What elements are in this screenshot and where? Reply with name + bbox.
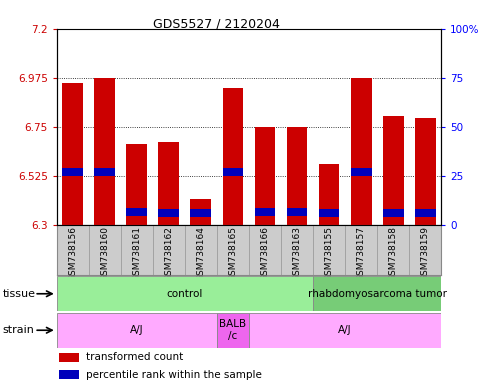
Bar [222,88,244,225]
Bar [57,313,217,348]
Text: GSM738165: GSM738165 [228,226,238,281]
Bar [254,209,276,216]
Text: tissue: tissue [2,289,35,299]
Bar [254,127,276,225]
Bar [94,78,115,225]
Text: percentile rank within the sample: percentile rank within the sample [86,370,262,380]
Bar [126,144,147,225]
Bar [415,118,436,225]
Bar [286,209,308,216]
Bar [217,313,249,348]
Bar [217,225,249,275]
Text: BALB
/c: BALB /c [219,319,246,341]
Bar [351,78,372,225]
Bar [126,209,147,216]
Bar [415,209,436,217]
Text: GSM738164: GSM738164 [196,226,206,281]
Bar [318,164,340,225]
Bar [351,168,372,176]
Bar [158,209,179,217]
Bar [249,313,441,348]
Bar [57,276,313,311]
Bar [185,225,217,275]
Text: GDS5527 / 2120204: GDS5527 / 2120204 [153,17,281,30]
Text: GSM738157: GSM738157 [356,226,366,281]
Bar [318,209,340,217]
Bar [222,168,244,176]
Bar [62,83,83,225]
Text: GSM738159: GSM738159 [421,226,430,281]
Bar [62,168,83,176]
Bar [190,199,211,225]
Bar [89,225,121,275]
Text: GSM738156: GSM738156 [68,226,77,281]
Bar [377,225,409,275]
Text: GSM738166: GSM738166 [260,226,270,281]
Text: strain: strain [2,325,35,335]
Bar [121,225,153,275]
Bar [249,225,281,275]
Bar [57,225,89,275]
Text: GSM738160: GSM738160 [100,226,109,281]
Bar [190,209,211,217]
Bar [59,370,79,379]
Bar [383,116,404,225]
Bar [345,225,377,275]
Bar [313,225,345,275]
Text: GSM738163: GSM738163 [292,226,302,281]
Text: A/J: A/J [130,325,143,335]
Text: A/J: A/J [338,325,352,335]
Bar [313,276,441,311]
Bar [409,225,441,275]
Text: rhabdomyosarcoma tumor: rhabdomyosarcoma tumor [308,289,447,299]
Text: GSM738162: GSM738162 [164,226,174,281]
Bar [158,142,179,225]
Text: GSM738155: GSM738155 [324,226,334,281]
Bar [59,353,79,362]
Text: GSM738161: GSM738161 [132,226,141,281]
Bar [286,127,308,225]
Text: GSM738158: GSM738158 [388,226,398,281]
Text: transformed count: transformed count [86,353,183,362]
Bar [153,225,185,275]
Bar [383,209,404,217]
Text: control: control [167,289,203,299]
Bar [94,168,115,176]
Bar [281,225,313,275]
